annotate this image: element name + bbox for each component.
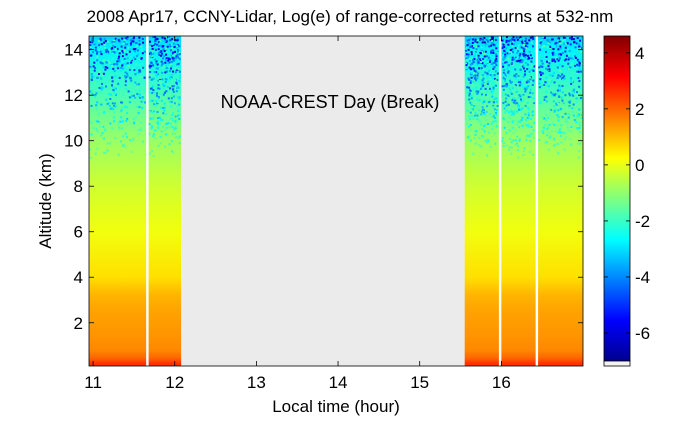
colorbar: 4 2 0 -2 -4 -6	[603, 35, 650, 367]
plot-frame	[88, 35, 584, 367]
y-axis-ticks: 2 4 6 8 10 12 14	[64, 41, 583, 333]
colorbar-gradient	[603, 35, 631, 362]
break-gap	[181, 36, 465, 366]
data-segment-1	[89, 36, 147, 366]
colorbar-bottom-cap	[603, 360, 631, 367]
x-axis-ticks: 11 12 13 14 15 16	[84, 36, 511, 392]
break-annotation: NOAA-CREST Day (Break)	[221, 92, 440, 112]
chart-title: 2008 Apr17, CCNY-Lidar, Log(e) of range-…	[87, 7, 614, 26]
colorbar-tick-label: -4	[635, 268, 650, 287]
colorbar-tick-label: -2	[635, 212, 650, 231]
y-axis-label: Altitude (km)	[36, 153, 55, 248]
y-tick-label: 10	[64, 132, 83, 151]
x-tick-label: 13	[247, 373, 266, 392]
data-segment-4	[501, 36, 536, 366]
y-tick-label: 6	[74, 223, 83, 242]
colorbar-tick-label: -6	[635, 324, 650, 343]
y-tick-label: 12	[64, 86, 83, 105]
x-tick-label: 14	[329, 373, 348, 392]
colorbar-ticks: 4 2 0 -2 -4 -6	[604, 44, 650, 343]
colorbar-tick-label: 0	[635, 156, 644, 175]
y-tick-label: 8	[74, 177, 83, 196]
y-tick-label: 4	[74, 268, 83, 287]
colorbar-tick-label: 2	[635, 100, 644, 119]
y-tick-label: 2	[74, 314, 83, 333]
x-tick-label: 15	[410, 373, 429, 392]
y-tick-label: 14	[64, 41, 83, 60]
x-tick-label: 16	[492, 373, 511, 392]
x-tick-label: 12	[165, 373, 184, 392]
noise-speckles	[89, 36, 583, 159]
plot-area: NOAA-CREST Day (Break)	[88, 35, 584, 367]
colorbar-tick-label: 4	[635, 44, 644, 63]
x-axis-label: Local time (hour)	[272, 397, 400, 416]
x-tick-label: 11	[84, 373, 102, 392]
